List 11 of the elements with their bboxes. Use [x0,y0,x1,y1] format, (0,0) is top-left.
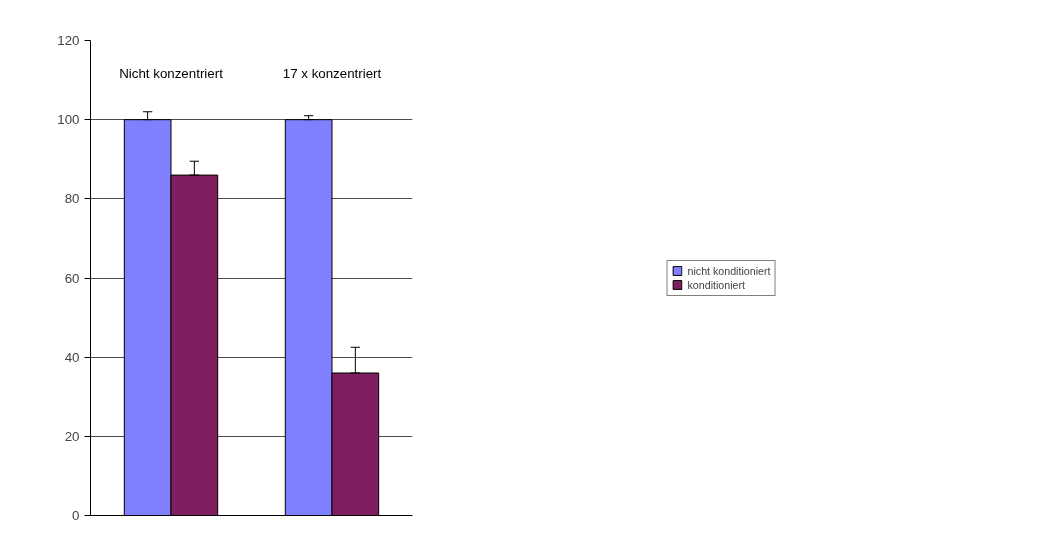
y-tick-label: 100 [57,112,80,128]
x-tick-label: 17 x konzentriert [282,66,382,82]
legend-label: konditioniert [687,278,745,291]
y-tick-label: 40 [64,349,80,365]
y-tick-label: 120 [57,33,80,48]
y-tick-label: 80 [64,191,80,207]
y-tick-label: 60 [64,270,80,286]
y-tick-label: 20 [64,428,80,444]
x-tick-label: Nicht konzentriert [119,66,224,82]
legend-label: nicht konditioniert [687,264,771,277]
y-tick-label: 0 [72,508,80,523]
